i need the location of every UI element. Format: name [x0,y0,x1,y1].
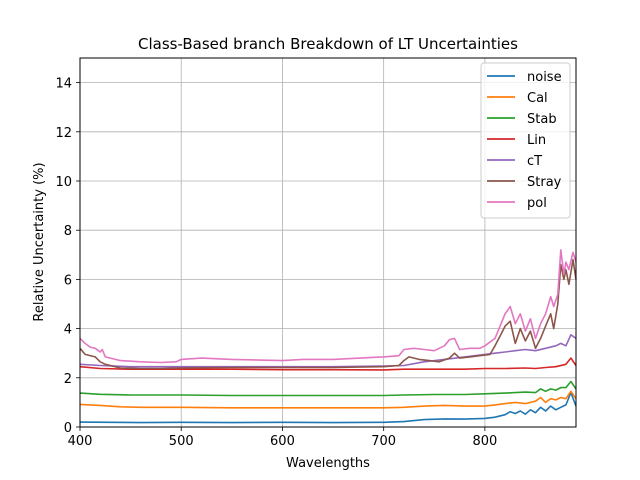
chart-title: Class-Based branch Breakdown of LT Uncer… [138,35,518,53]
x-axis-label: Wavelengths [286,456,370,471]
plot-frame [79,57,577,428]
y-axis: 0 2 4 6 8 10 12 14 [55,77,80,436]
x-tick-label: 500 [169,434,194,449]
series-line-lin [79,357,577,371]
series-line-stab [79,380,577,397]
y-tick-label: 12 [55,126,72,141]
y-tick-label: 10 [55,175,72,190]
series-line-stray [79,258,577,370]
legend-label-stab: Stab [527,112,557,127]
x-tick-label: 600 [270,434,295,449]
x-axis: 400 500 600 700 800 [68,427,497,449]
series-line-pol [79,249,577,364]
legend-label-pol: pol [527,196,547,211]
y-tick-label: 4 [64,323,72,338]
x-tick-label: 400 [68,434,93,449]
legend-label-ct: cT [527,154,542,169]
series-line-noise [79,391,577,424]
x-tick-label: 700 [371,434,396,449]
series-line-cal [79,390,577,409]
y-tick-label: 8 [64,224,72,239]
legend-label-lin: Lin [527,133,546,148]
x-tick-label: 800 [472,434,497,449]
legend: noise Cal Stab Lin cT Stray pol [480,62,571,219]
y-tick-label: 0 [64,421,72,436]
y-tick-label: 2 [64,372,72,387]
legend-label-cal: Cal [527,91,548,106]
y-tick-label: 14 [55,77,72,92]
series-lines [79,249,577,424]
y-tick-label: 6 [64,273,72,288]
legend-box [480,62,571,219]
legend-label-noise: noise [527,70,562,85]
y-axis-label: Relative Uncertainty (%) [32,162,47,321]
legend-label-stray: Stray [527,175,562,190]
